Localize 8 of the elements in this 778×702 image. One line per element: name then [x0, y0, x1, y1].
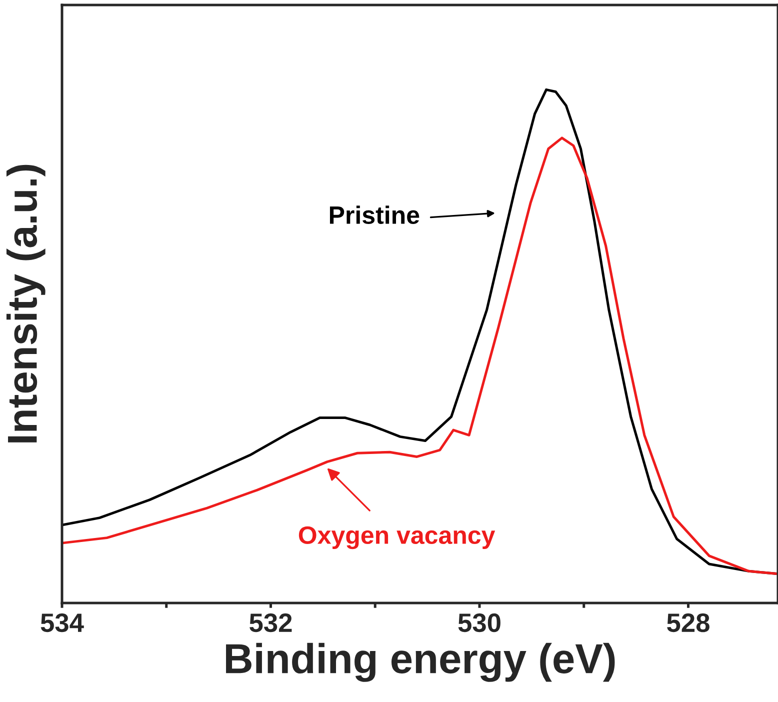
x-axis-title: Binding energy (eV) — [226, 642, 615, 682]
x-tick-label: 528 — [667, 613, 710, 632]
x-tick-label: 530 — [458, 613, 500, 632]
x-tick-label: 532 — [250, 613, 292, 632]
annotation: Pristine — [330, 206, 420, 224]
annotation: Oxygen vacancy — [298, 526, 496, 550]
y-axis-title: Intensity (a.u.) — [6, 164, 46, 442]
x-tick-label: 534 — [40, 613, 84, 632]
